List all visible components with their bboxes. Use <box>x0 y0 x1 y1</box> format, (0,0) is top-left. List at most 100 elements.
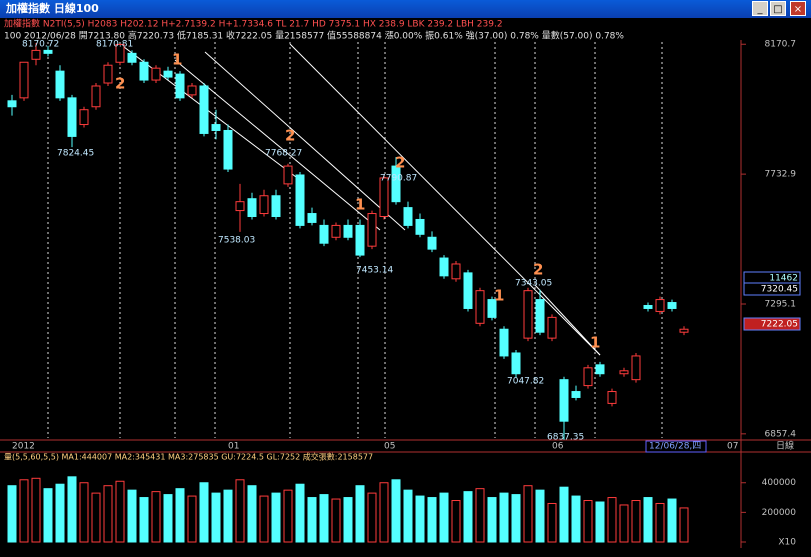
price-annotation: 8170.81 <box>96 40 133 50</box>
date-box <box>645 440 707 453</box>
candle-body <box>331 224 341 238</box>
right-label: 11462 <box>769 274 798 284</box>
candle-body <box>511 352 521 375</box>
y-tick-label: 7295.1 <box>765 299 797 309</box>
volume-bar <box>343 497 353 543</box>
price-annotation: 7047.82 <box>507 377 544 387</box>
candle-body <box>247 198 257 218</box>
price-annotation: 7453.14 <box>356 266 393 276</box>
volume-bar <box>595 501 605 543</box>
volume-bar <box>379 482 389 543</box>
candle-body <box>139 61 149 81</box>
price-annotation: 7824.45 <box>57 149 94 159</box>
volume-bar <box>79 482 89 543</box>
candle-body <box>67 97 77 137</box>
candle-body <box>319 224 329 244</box>
volume-bar <box>655 502 665 543</box>
volume-bar <box>55 483 65 543</box>
volume-bar <box>115 480 125 543</box>
y-tick-label: 200000 <box>762 508 797 518</box>
price-annotation: 7538.03 <box>218 236 255 246</box>
candle-body <box>295 174 305 226</box>
volume-bar <box>19 479 29 543</box>
volume-bar <box>307 497 317 543</box>
volume-bar <box>211 492 221 543</box>
period-lines <box>47 42 663 438</box>
price-annotation: 7768.27 <box>265 149 302 159</box>
candle-body <box>403 207 413 226</box>
wave-label: 2 <box>533 261 543 279</box>
volume-bar <box>151 491 161 543</box>
trend-lines <box>119 43 601 356</box>
candle-body <box>535 299 545 333</box>
candle-body <box>211 124 221 131</box>
candle-body <box>439 257 449 277</box>
candle-body <box>499 328 509 357</box>
candle-body <box>487 299 497 318</box>
volume-bar <box>187 495 197 543</box>
wave-label: 2 <box>285 127 295 145</box>
y-tick-label: 7732.9 <box>765 170 797 180</box>
candle-body <box>307 213 317 223</box>
date-label: 12/06/28,四 <box>649 442 701 452</box>
volume-bar <box>295 483 305 543</box>
window-title: 加權指數 日線100 <box>6 2 99 15</box>
title-bar: 加權指數 日線100 _ □ × <box>0 0 811 18</box>
y-tick-label: X10 <box>778 538 796 548</box>
candle-body <box>355 224 365 256</box>
candle-body <box>367 213 377 247</box>
x-tick-label: 2012 <box>12 442 35 452</box>
wave-label: 1 <box>355 196 365 214</box>
minimize-button[interactable]: _ <box>752 1 768 16</box>
candle-body <box>91 85 101 108</box>
y-tick-label: 400000 <box>762 478 797 488</box>
candle-body <box>391 165 401 203</box>
volume-bar <box>619 504 629 543</box>
candle-body <box>151 67 161 81</box>
maximize-button[interactable]: □ <box>770 1 786 16</box>
candle-body <box>79 109 89 126</box>
volume-bar <box>403 489 413 543</box>
header-line: 100 2012/06/28 開7213.80 高7220.73 低7185.3… <box>4 30 624 42</box>
candle-body <box>55 70 65 99</box>
volume-bar <box>487 497 497 543</box>
volume-bar <box>511 494 521 543</box>
background <box>0 18 811 557</box>
volume-bar <box>163 494 173 543</box>
candle-body <box>655 299 665 312</box>
volume-bar <box>571 495 581 543</box>
candle-body <box>187 85 197 96</box>
price-annotation: 6837.35 <box>547 433 584 443</box>
volume-bar <box>367 492 377 543</box>
chart: 加權指數 N2TI(5,5) H2083 H202.12 H+2.7139.2 … <box>0 18 811 557</box>
volume-bar <box>283 489 293 543</box>
candle-body <box>619 370 629 375</box>
volume-bar <box>67 476 77 543</box>
volume-bar <box>259 495 269 543</box>
candle-body <box>607 391 617 404</box>
candle-body <box>199 85 209 134</box>
candle-body <box>235 201 245 212</box>
volume-bar <box>523 485 533 543</box>
volume-bar <box>415 495 425 543</box>
volume-bar <box>319 494 329 543</box>
candle-body <box>259 195 269 215</box>
volume-bar <box>631 500 641 543</box>
candle-body <box>667 302 677 309</box>
volume-bar <box>499 492 509 543</box>
close-button[interactable]: × <box>790 1 806 16</box>
volume-bar <box>643 497 653 543</box>
x-tick-label: 07 <box>727 442 738 452</box>
candle-body <box>115 43 125 63</box>
price-box <box>743 317 801 331</box>
candle-body <box>415 218 425 235</box>
candle-body <box>103 64 113 84</box>
x-tick-label: 05 <box>384 442 395 452</box>
volume-bar <box>43 488 53 543</box>
candle-body <box>559 379 569 422</box>
volume-bar <box>271 492 281 543</box>
right-label: 7320.45 <box>761 285 798 295</box>
candle-body <box>643 305 653 309</box>
volume-bar <box>331 498 341 543</box>
